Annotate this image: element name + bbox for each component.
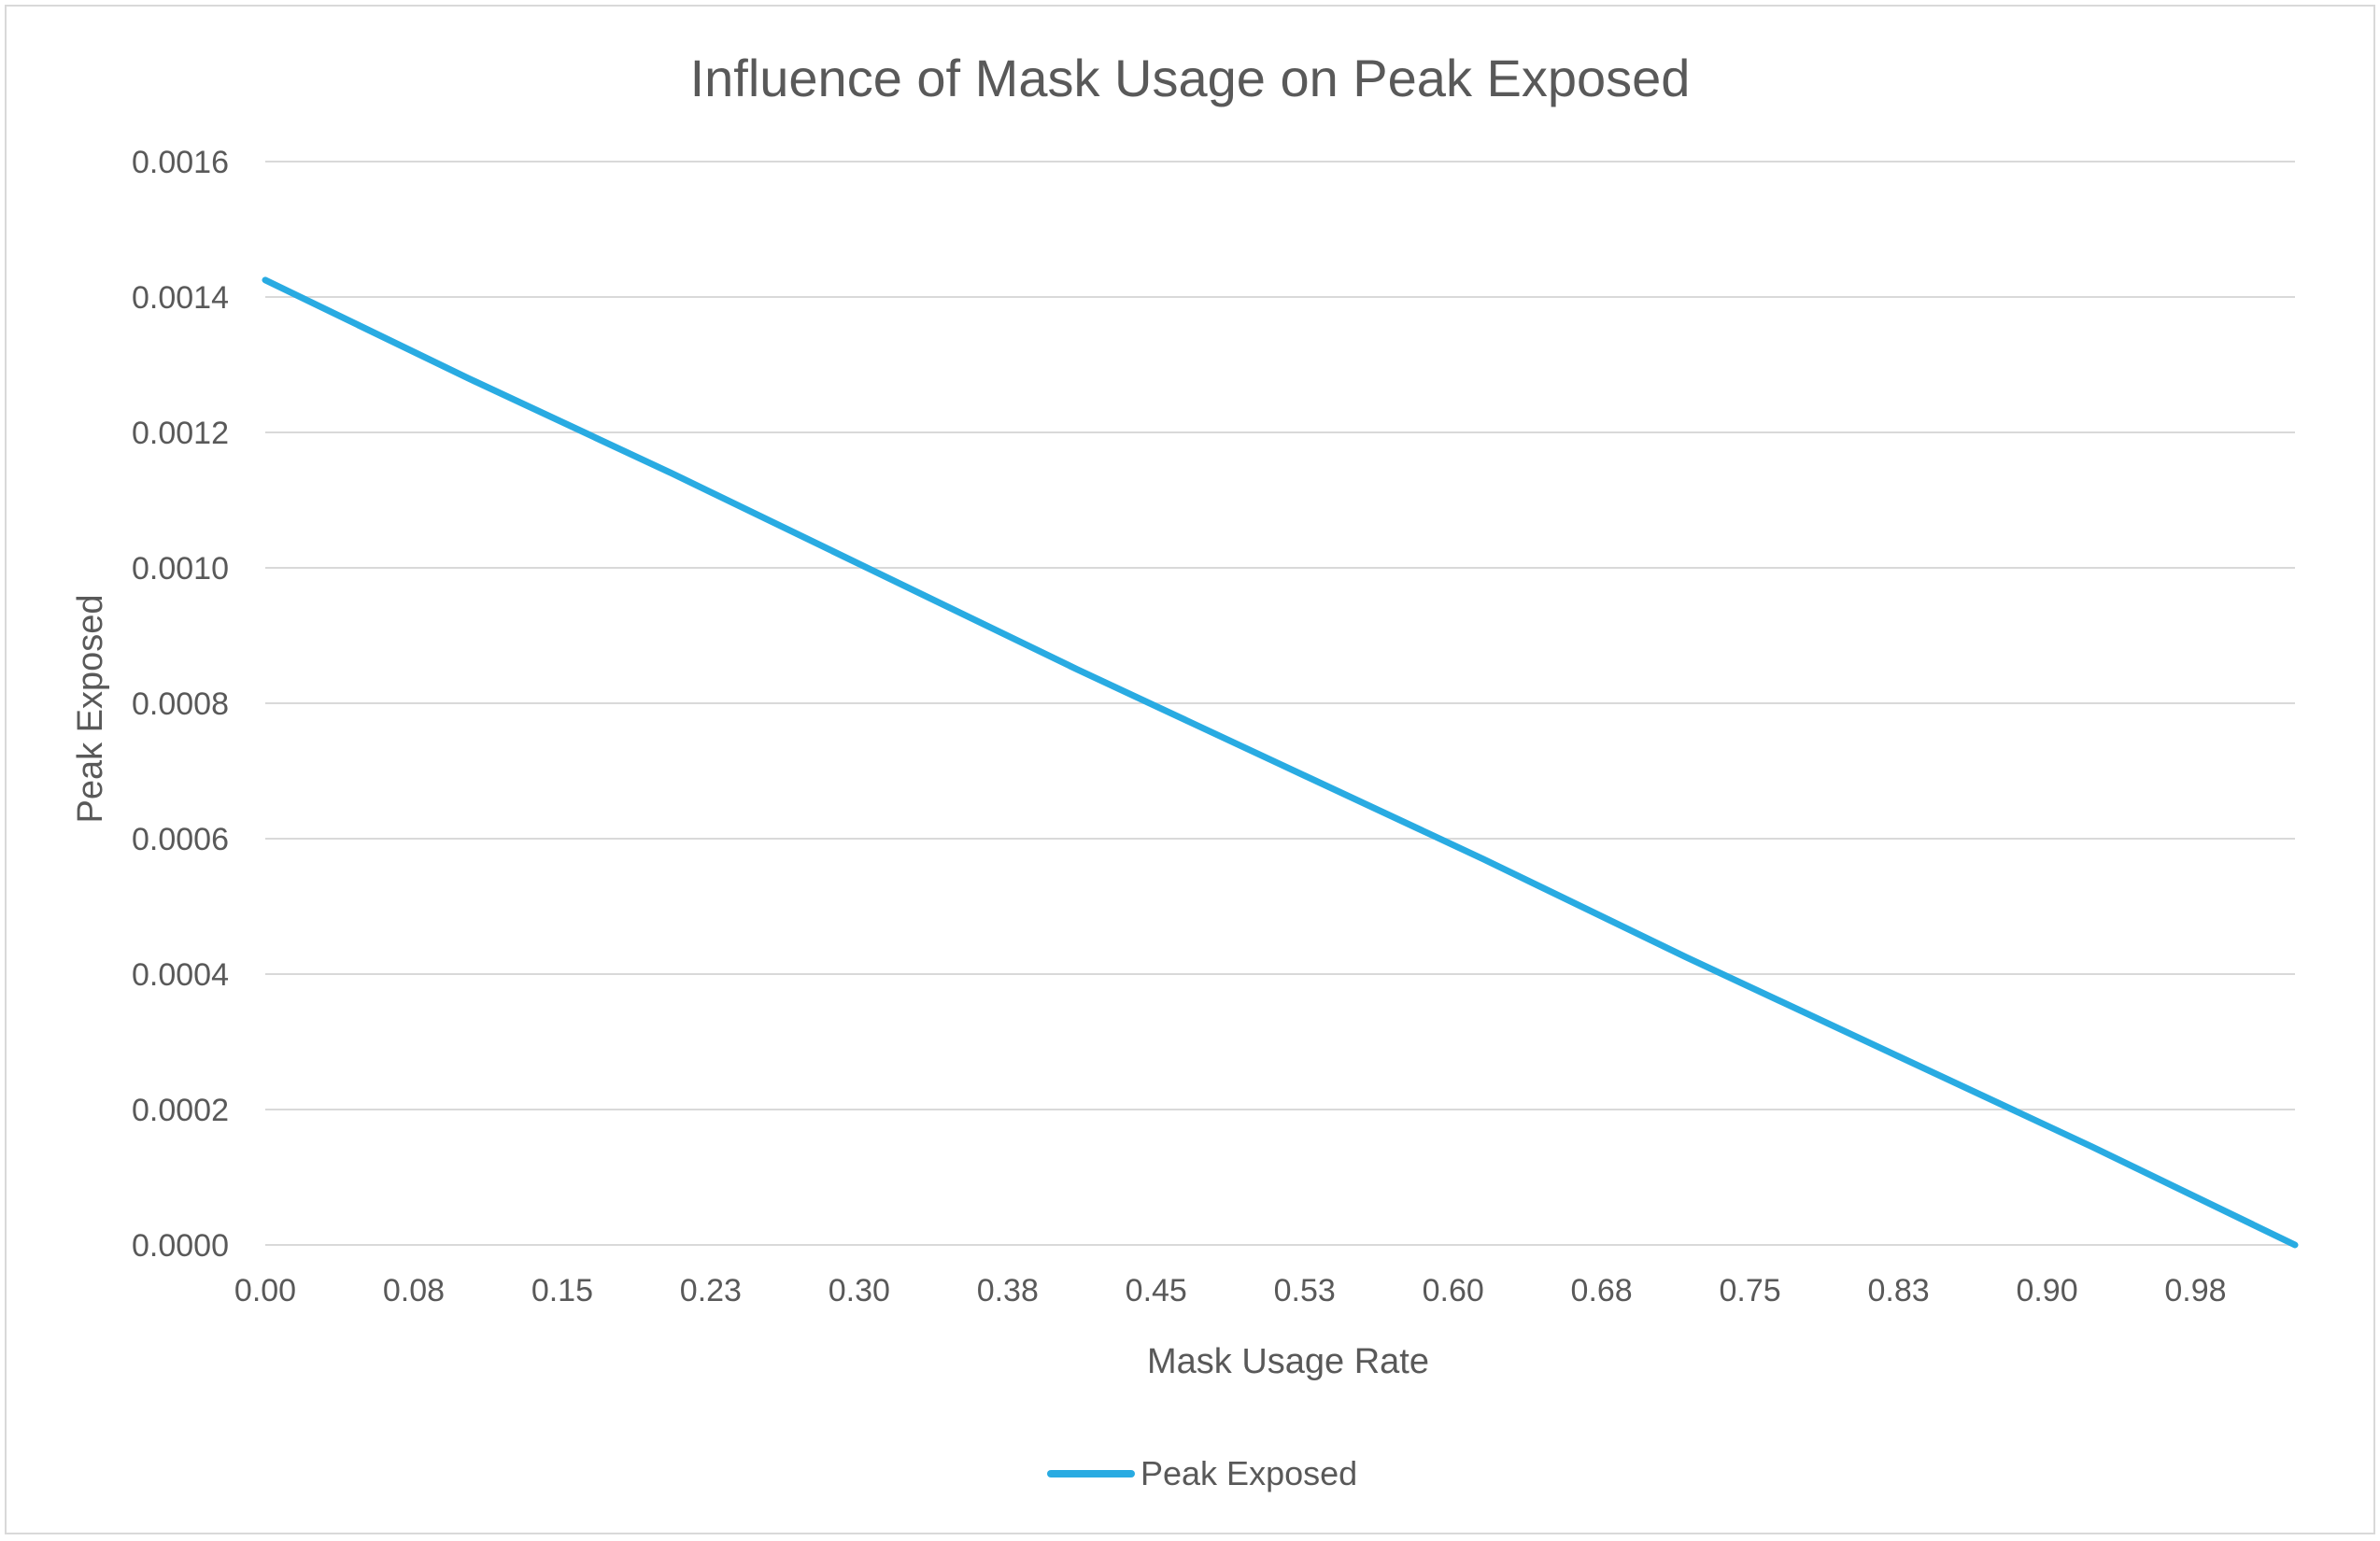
x-tick-label: 0.00 bbox=[234, 1273, 296, 1308]
legend-label: Peak Exposed bbox=[1140, 1454, 1357, 1492]
x-tick-label: 0.38 bbox=[977, 1273, 1039, 1308]
x-tick-label: 0.68 bbox=[1571, 1273, 1633, 1308]
x-tick-label: 0.15 bbox=[531, 1273, 593, 1308]
y-axis-tick-labels: 0.0000 0.0002 0.0004 0.0006 0.0008 0.0010 0.00… bbox=[132, 145, 229, 1264]
y-tick-label: 0.0014 bbox=[132, 280, 229, 316]
gridlines bbox=[265, 161, 2295, 1246]
x-tick-label: 0.30 bbox=[829, 1273, 890, 1308]
line-chart: Influence of Mask Usage on Peak Exposed … bbox=[71, 49, 2299, 1492]
x-tick-label: 0.98 bbox=[2164, 1273, 2226, 1308]
x-tick-label: 0.45 bbox=[1126, 1273, 1187, 1308]
y-tick-label: 0.0012 bbox=[132, 416, 229, 451]
y-tick-label: 0.0000 bbox=[132, 1228, 229, 1264]
x-axis-title: Mask Usage Rate bbox=[1147, 1342, 1429, 1381]
x-tick-label: 0.08 bbox=[383, 1273, 445, 1308]
x-tick-label: 0.75 bbox=[1720, 1273, 1781, 1308]
y-axis-title: Peak Exposed bbox=[71, 594, 110, 823]
chart-title: Influence of Mask Usage on Peak Exposed bbox=[690, 49, 1691, 107]
series-layer bbox=[262, 276, 2299, 1249]
x-tick-label: 0.83 bbox=[1867, 1273, 1929, 1308]
x-tick-label: 0.53 bbox=[1274, 1273, 1336, 1308]
x-tick-label: 0.23 bbox=[680, 1273, 742, 1308]
x-tick-label: 0.90 bbox=[2016, 1273, 2077, 1308]
y-tick-label: 0.0006 bbox=[132, 822, 229, 857]
y-tick-label: 0.0008 bbox=[132, 686, 229, 722]
y-tick-label: 0.0002 bbox=[132, 1093, 229, 1128]
x-axis-tick-labels: 0.00 0.08 0.15 0.23 0.30 0.38 0.45 0.53 0.60 0.68… bbox=[234, 1273, 2227, 1308]
y-tick-label: 0.0016 bbox=[132, 145, 229, 180]
legend: Peak Exposed bbox=[1047, 1454, 1357, 1492]
y-tick-label: 0.0010 bbox=[132, 551, 229, 587]
series-line bbox=[262, 276, 2299, 1249]
y-tick-label: 0.0004 bbox=[132, 957, 229, 993]
chart-frame: Influence of Mask Usage on Peak Exposed … bbox=[5, 5, 2375, 1534]
x-tick-label: 0.60 bbox=[1423, 1273, 1484, 1308]
